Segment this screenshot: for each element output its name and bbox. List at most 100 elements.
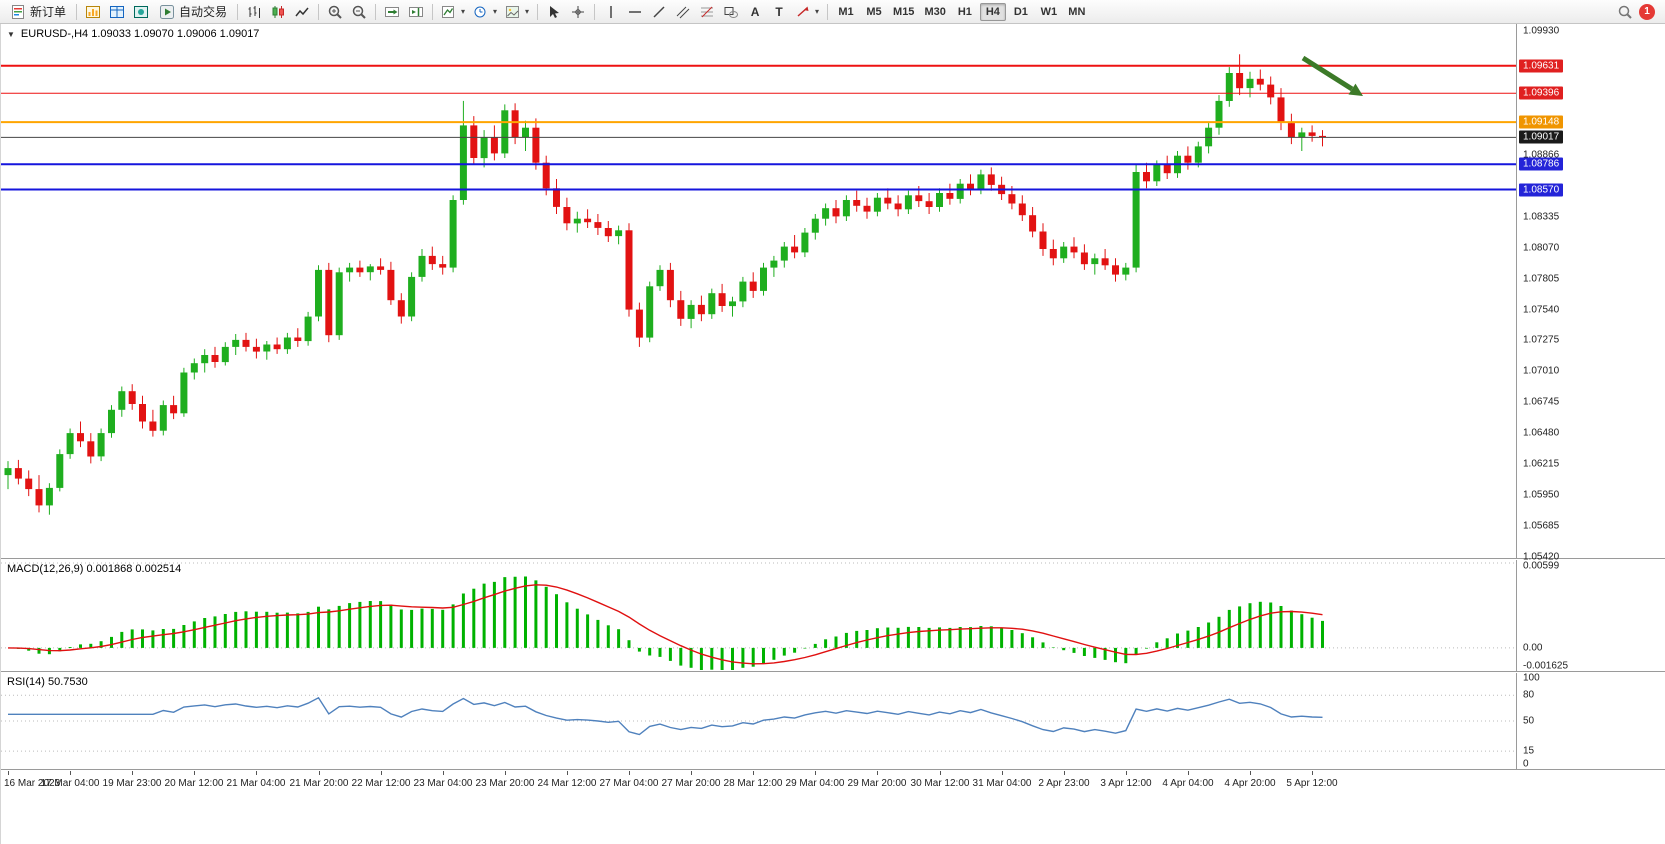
time-axis-label: 20 Mar 12:00 [164,778,224,789]
price-level-badge: 1.09396 [1519,86,1564,100]
auto-scroll-button[interactable] [380,2,404,22]
price-axis-label: 1.07275 [1523,334,1560,346]
time-axis-tick [381,771,382,775]
cursor-tool-button[interactable] [542,2,566,22]
time-axis-tick [1312,771,1313,775]
time-axis-tick [70,771,71,775]
trendline-tool[interactable] [647,2,671,22]
vertical-line-icon [603,4,619,20]
price-axis-label: 1.06215 [1523,458,1560,470]
indicator-axis-label: 80 [1523,689,1535,701]
timeframe-h4[interactable]: H4 [979,3,1006,21]
chart-shift-button[interactable] [404,2,428,22]
indicators-icon [441,4,457,20]
rsi-canvas[interactable] [1,673,1516,770]
templates-dropdown[interactable]: ▾ [501,2,533,22]
timeframe-mn[interactable]: MN [1064,3,1090,21]
time-axis-label: 5 Apr 12:00 [1286,778,1338,789]
shapes-tool[interactable] [719,2,743,22]
new-order-button[interactable]: 新订单 [4,2,72,22]
zoom-in-button[interactable] [323,2,347,22]
indicators-dropdown[interactable]: ▾ [437,2,469,22]
search-button[interactable] [1613,2,1637,22]
timeframe-m30[interactable]: M30 [920,3,949,21]
timeframe-w1[interactable]: W1 [1036,3,1062,21]
price-chart-canvas[interactable] [1,24,1516,559]
time-axis-label: 29 Mar 04:00 [785,778,845,789]
macd-axis[interactable]: 0.00599 0.00 -0.001625 [1516,560,1665,672]
zoom-in-icon [327,4,343,20]
price-axis-label: 1.07805 [1523,273,1560,285]
macd-panel[interactable]: MACD(12,26,9) 0.001868 0.002514 [1,560,1516,672]
chart-shift-icon [408,4,424,20]
indicator-axis-label: 0 [1523,758,1529,770]
toolbar-separator [432,3,434,20]
price-axis[interactable]: 1.09930 1.08866 1.08335 1.08070 1.07805 1.075… [1516,24,1665,563]
timeframe-d1[interactable]: D1 [1008,3,1034,21]
text-label-tool[interactable]: T [767,2,791,22]
macd-canvas[interactable] [1,560,1516,672]
price-axis-label: 1.09930 [1523,25,1560,37]
price-axis-label: 1.06745 [1523,396,1560,408]
line-chart-button[interactable] [290,2,314,22]
timeframe-m1[interactable]: M1 [833,3,859,21]
time-axis-tick [567,771,568,775]
dropdown-caret-icon: ▾ [525,6,530,16]
price-level-badge: 1.09017 [1519,130,1564,144]
time-axis-tick [319,771,320,775]
new-order-label: 新订单 [30,5,67,19]
time-axis-tick [940,771,941,775]
time-axis-label: 27 Mar 04:00 [599,778,659,789]
price-axis-label: 1.05420 [1523,551,1560,563]
price-axis-label: 1.05950 [1523,489,1560,501]
timeframe-m15[interactable]: M15 [889,3,918,21]
chart-window: ▼ EURUSD-,H4 1.09033 1.09070 1.09006 1.0… [0,24,1665,844]
candles [4,54,1326,515]
data-window-icon [109,4,125,20]
time-axis-tick [194,771,195,775]
price-chart-panel[interactable]: ▼ EURUSD-,H4 1.09033 1.09070 1.09006 1.0… [1,24,1516,559]
toolbar-separator [827,3,829,20]
periods-dropdown[interactable]: ▾ [469,2,501,22]
price-level-badge: 1.08786 [1519,157,1564,171]
trendline-icon [651,4,667,20]
data-window-button[interactable] [105,2,129,22]
indicator-axis-label: 50 [1523,715,1535,727]
rsi-panel[interactable]: RSI(14) 50.7530 [1,673,1516,770]
bar-chart-button[interactable] [242,2,266,22]
text-tool[interactable]: A [743,2,767,22]
timeframe-h1[interactable]: H1 [952,3,978,21]
autotrading-icon [159,4,175,20]
toolbar-separator [375,3,377,20]
search-icon [1617,4,1633,20]
time-axis-tick [1188,771,1189,775]
time-axis[interactable]: 16 Mar 2023 17 Mar 04:00 19 Mar 23:00 20 Ma… [1,771,1516,793]
time-axis-label: 23 Mar 04:00 [413,778,473,789]
toolbar-separator [537,3,539,20]
periods-clock-icon [473,4,489,20]
zoom-out-button[interactable] [347,2,371,22]
arrows-dropdown[interactable]: ▾ [791,2,823,22]
equidistant-channel-tool[interactable] [671,2,695,22]
price-axis-label: 1.08070 [1523,242,1560,254]
navigator-button[interactable] [129,2,153,22]
time-axis-label: 21 Mar 04:00 [226,778,286,789]
candlestick-chart-button[interactable] [266,2,290,22]
crosshair-tool-button[interactable] [566,2,590,22]
vertical-line-tool[interactable] [599,2,623,22]
equidistant-channel-icon [675,4,691,20]
ohlc-expand-icon[interactable]: ▼ [7,29,15,39]
time-axis-tick [1126,771,1127,775]
timeframe-m5[interactable]: M5 [861,3,887,21]
rsi-label: RSI(14) 50.7530 [7,676,88,688]
market-watch-button[interactable] [81,2,105,22]
notification-badge[interactable]: 1 [1639,3,1655,20]
fibonacci-tool[interactable] [695,2,719,22]
time-axis-label: 30 Mar 12:00 [910,778,970,789]
time-axis-label: 4 Apr 04:00 [1162,778,1214,789]
autotrading-button[interactable]: 自动交易 [153,2,233,22]
cursor-icon [546,4,562,20]
horizontal-line-tool[interactable] [623,2,647,22]
rsi-axis[interactable]: 100 80 50 15 0 [1516,673,1665,770]
indicator-axis-label: 15 [1523,745,1535,757]
